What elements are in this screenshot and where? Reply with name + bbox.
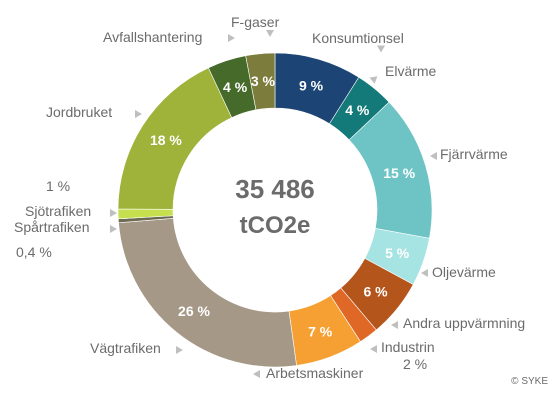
category-labels: Konsumtionsel Elvärme Fjärrvärme Oljevärme A…	[14, 14, 525, 381]
category-label-avfallshantering: Avfallshantering	[103, 29, 202, 45]
total-unit: tCO2e	[240, 212, 311, 239]
category-label-spartrafiken: Spårtrafiken	[14, 219, 89, 235]
pct-label-elvarme: 4 %	[345, 102, 370, 118]
category-label-andra-uppvarmning: Andra uppvärmning	[403, 315, 525, 331]
pct-label-oljevarme: 5 %	[385, 245, 410, 261]
pct-label-konsumtionsel: 9 %	[299, 78, 324, 94]
pct-label-avfallshantering: 4 %	[223, 79, 248, 95]
pointer-f-gaser	[266, 30, 274, 37]
pointer-elvarme	[369, 76, 378, 84]
slice-f-gaser	[245, 52, 276, 111]
pct-label-arbetsmaskiner: 7 %	[308, 323, 333, 339]
pct-label-andra-uppvarmning: 6 %	[363, 284, 388, 300]
pointer-oljevarme	[421, 269, 428, 277]
slice-vagtrafiken	[118, 217, 297, 368]
percent-labels: 9 %4 %15 %5 %6 %7 %26 %18 %4 % 3 %	[150, 73, 416, 339]
category-label-konsumtionsel: Konsumtionsel	[312, 30, 404, 46]
pct-label-vagtrafiken: 26 %	[178, 303, 210, 319]
pointer-vagtrafiken	[176, 346, 183, 354]
category-label-oljevarme: Oljevärme	[432, 264, 496, 280]
category-label-sjotrafiken: Sjötrafiken	[25, 203, 91, 219]
pct-label-jordbruket: 18 %	[150, 132, 182, 148]
category-label-arbetsmaskiner: Arbetsmaskiner	[266, 365, 364, 381]
category-label-vagtrafiken: Vägtrafiken	[90, 340, 161, 356]
pointer-jordbruket	[135, 110, 142, 118]
pointer-arbetsmaskiner	[253, 370, 260, 378]
credit-text: © SYKE	[511, 376, 548, 387]
pct-label-fjarrvarme: 15 %	[383, 165, 415, 181]
category-label-f-gaser: F-gaser	[231, 14, 280, 30]
pointer-industrin	[370, 345, 377, 353]
pct-label-spartrafiken: 0,4 %	[16, 244, 52, 260]
category-label-jordbruket: Jordbruket	[46, 104, 112, 120]
pct-label-industrin: 2 %	[403, 356, 427, 372]
pct-label-sjotrafiken: 1 %	[46, 178, 70, 194]
pointer-sjotrafiken	[110, 209, 117, 217]
pointer-andra-uppvarmning	[391, 321, 398, 329]
category-label-fjarrvarme: Fjärrvärme	[440, 146, 508, 162]
pct-label-f-gaser: 3 %	[251, 73, 276, 89]
total-value: 35 486	[235, 174, 315, 204]
pointer-fjarrvarme	[430, 152, 437, 160]
pointer-spartrafiken	[110, 225, 117, 233]
pointer-avfallshantering	[228, 34, 235, 42]
category-label-elvarme: Elvärme	[385, 63, 437, 79]
pointer-konsumtionsel	[377, 45, 386, 53]
category-label-industrin: Industrin	[381, 339, 435, 355]
slices	[117, 52, 433, 368]
